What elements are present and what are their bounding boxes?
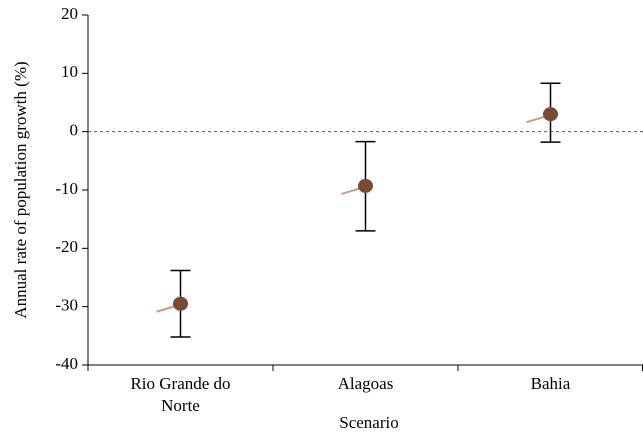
- x-tick-label: Alagoas: [337, 374, 394, 393]
- y-axis-title: Annual rate of population growth (%): [11, 61, 30, 318]
- marker-tail: [341, 186, 362, 195]
- y-tick-label: 10: [61, 62, 78, 81]
- y-tick-label: -20: [55, 237, 78, 256]
- x-axis-title: Scenario: [339, 413, 398, 432]
- x-tick-label: Bahia: [530, 374, 571, 393]
- x-tick-label: Rio Grande do Norte: [130, 374, 231, 415]
- marker: [543, 107, 558, 122]
- y-tick-label: 0: [70, 121, 79, 140]
- marker-tail: [526, 115, 547, 124]
- y-tick-label: 20: [61, 4, 78, 23]
- y-tick-label: -40: [55, 354, 78, 373]
- marker: [358, 178, 373, 193]
- marker: [173, 296, 188, 311]
- y-tick-label: -10: [55, 179, 78, 198]
- marker-tail: [156, 304, 177, 313]
- y-tick-label: -30: [55, 296, 78, 315]
